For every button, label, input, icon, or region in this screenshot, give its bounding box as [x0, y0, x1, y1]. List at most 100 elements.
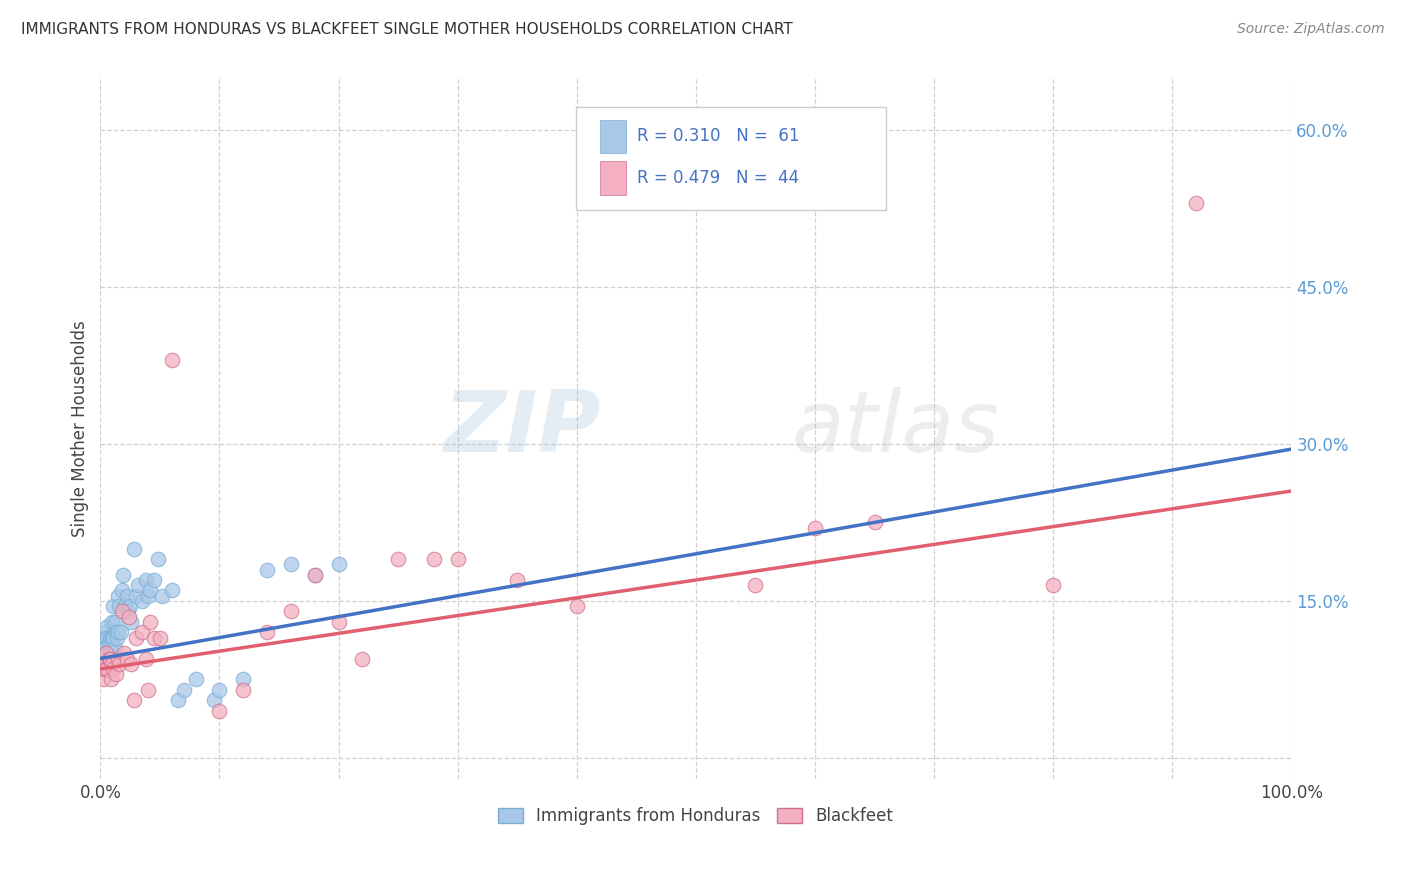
Point — [111, 583, 134, 598]
Point — [160, 583, 183, 598]
Point — [101, 646, 124, 660]
Point — [120, 599, 142, 614]
Point — [142, 631, 165, 645]
Point — [136, 682, 159, 697]
Text: Source: ZipAtlas.com: Source: ZipAtlas.com — [1237, 22, 1385, 37]
Point — [96, 662, 118, 676]
Point — [120, 615, 142, 629]
Point — [146, 552, 169, 566]
Point — [111, 567, 134, 582]
Point — [103, 662, 125, 676]
Point — [131, 594, 153, 608]
Point — [125, 589, 148, 603]
Point — [117, 604, 139, 618]
Point — [352, 651, 374, 665]
Point — [104, 651, 127, 665]
Point — [98, 651, 121, 665]
Point — [150, 589, 173, 603]
Point — [100, 651, 122, 665]
Point — [304, 567, 326, 582]
Legend: Immigrants from Honduras, Blackfeet: Immigrants from Honduras, Blackfeet — [489, 799, 903, 834]
Point — [804, 521, 827, 535]
Point — [107, 651, 129, 665]
Point — [280, 604, 302, 618]
Point — [256, 625, 278, 640]
Point — [166, 693, 188, 707]
Point — [103, 599, 125, 614]
Point — [112, 646, 135, 660]
Point — [94, 641, 117, 656]
Text: IMMIGRANTS FROM HONDURAS VS BLACKFEET SINGLE MOTHER HOUSEHOLDS CORRELATION CHART: IMMIGRANTS FROM HONDURAS VS BLACKFEET SI… — [21, 22, 793, 37]
Point — [1042, 578, 1064, 592]
Point — [96, 646, 118, 660]
Point — [101, 631, 124, 645]
Text: R = 0.310   N =  61: R = 0.310 N = 61 — [637, 128, 800, 145]
Text: ZIP: ZIP — [443, 386, 600, 470]
Point — [202, 693, 225, 707]
Point — [160, 353, 183, 368]
Point — [142, 573, 165, 587]
Point — [114, 599, 136, 614]
Point — [101, 657, 124, 671]
Point — [107, 625, 129, 640]
Point — [98, 631, 121, 645]
Point — [96, 646, 118, 660]
Point — [127, 578, 149, 592]
Point — [111, 604, 134, 618]
Point — [100, 673, 122, 687]
Point — [565, 599, 588, 614]
Point — [256, 562, 278, 576]
Point — [108, 657, 131, 671]
Point — [96, 646, 118, 660]
Point — [506, 573, 529, 587]
Point — [97, 651, 120, 665]
Point — [97, 636, 120, 650]
Point — [120, 657, 142, 671]
Point — [94, 625, 117, 640]
Point — [136, 589, 159, 603]
Point — [104, 667, 127, 681]
Point — [98, 646, 121, 660]
Point — [108, 599, 131, 614]
Point — [93, 636, 115, 650]
Point — [100, 636, 122, 650]
Point — [135, 651, 157, 665]
Point — [208, 682, 231, 697]
Point — [110, 625, 132, 640]
Point — [104, 625, 127, 640]
Point — [125, 631, 148, 645]
Point — [103, 631, 125, 645]
Point — [112, 604, 135, 618]
Point — [122, 693, 145, 707]
Point — [863, 516, 886, 530]
Point — [744, 578, 766, 592]
Point — [105, 631, 128, 645]
Y-axis label: Single Mother Households: Single Mother Households — [72, 320, 89, 537]
Point — [304, 567, 326, 582]
Point — [232, 682, 254, 697]
Point — [115, 651, 138, 665]
Point — [107, 589, 129, 603]
Point — [94, 657, 117, 671]
Point — [101, 615, 124, 629]
Point — [91, 673, 114, 687]
Point — [139, 583, 162, 598]
Point — [135, 573, 157, 587]
Point — [94, 662, 117, 676]
Text: atlas: atlas — [792, 386, 1000, 470]
Point — [122, 541, 145, 556]
Point — [96, 662, 118, 676]
Point — [97, 651, 120, 665]
Point — [328, 558, 350, 572]
Point — [96, 620, 118, 634]
Point — [96, 631, 118, 645]
Point — [184, 673, 207, 687]
Point — [104, 615, 127, 629]
Point — [387, 552, 409, 566]
Point — [93, 657, 115, 671]
Point — [91, 662, 114, 676]
Text: R = 0.479   N =  44: R = 0.479 N = 44 — [637, 169, 799, 187]
Point — [104, 641, 127, 656]
Point — [173, 682, 195, 697]
Point — [96, 631, 118, 645]
